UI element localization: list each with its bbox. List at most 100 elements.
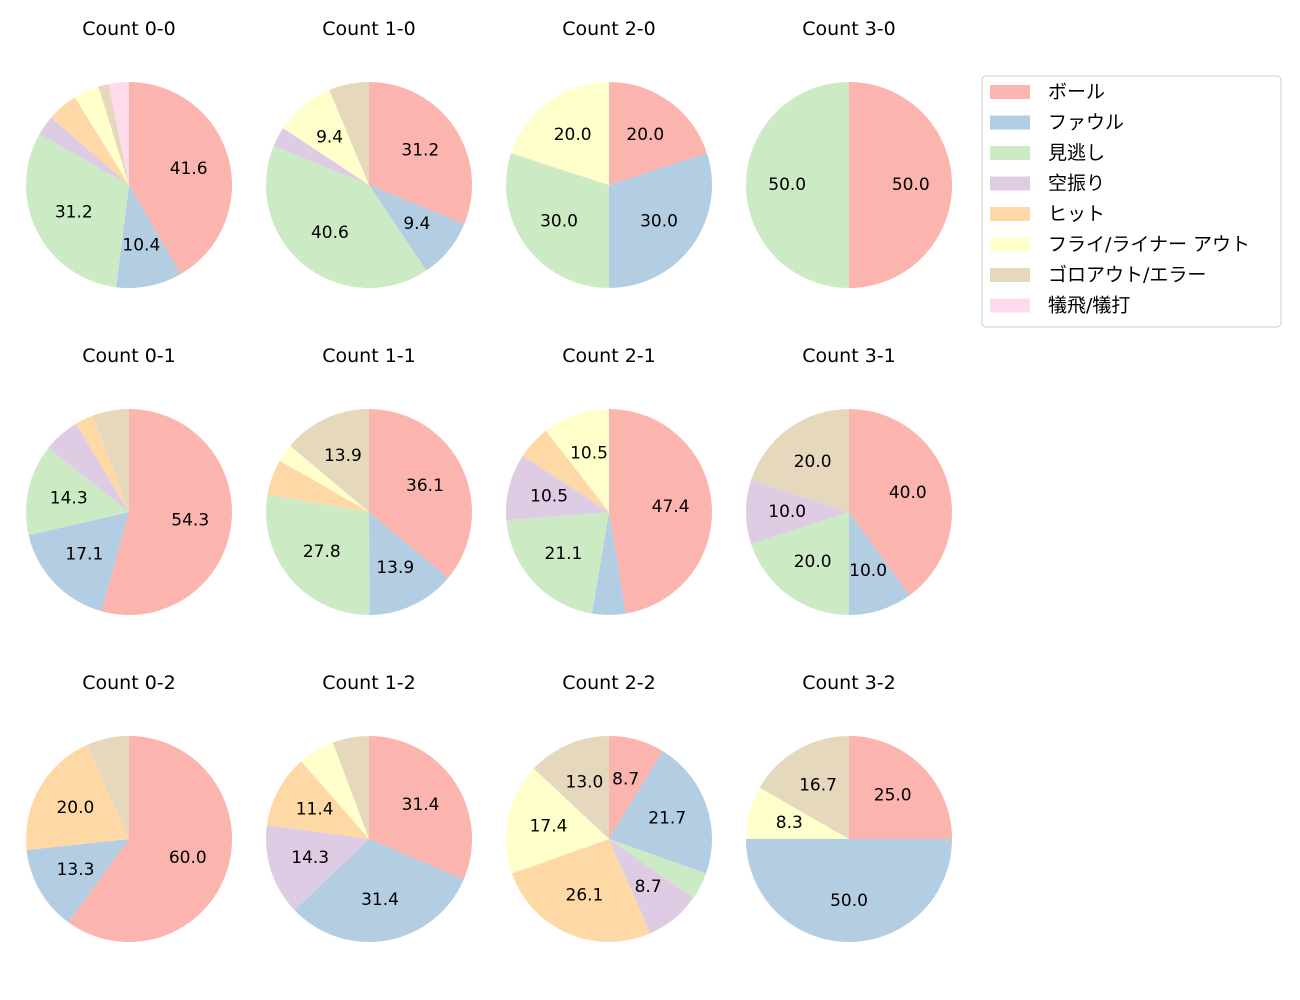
pie-slice [609,82,707,185]
slice-label: 10.5 [530,487,568,507]
pie-slice [74,86,129,185]
pie-title: Count 2-0 [562,18,656,40]
slice-label: 20.0 [554,125,592,145]
legend-label: ボール [1048,81,1105,103]
pie-slice [369,185,465,271]
pie-count-2-0: Count 2-0 20.0 30.0 30.0 20.0 [506,18,712,288]
legend-swatch [990,207,1030,221]
pie-title: Count 3-0 [802,18,896,40]
pie-count-3-2: Count 3-2 25.0 50.0 8.3 16.7 [746,672,952,942]
pie-count-0-0: Count 0-0 41.6 10.4 31.2 [26,18,232,288]
pie-slice [522,430,609,512]
pie-title: Count 3-1 [802,345,896,367]
pie-title: Count 1-0 [322,18,416,40]
slice-label: 20.0 [794,552,832,572]
pie-count-1-1: Count 1-1 36.1 13.9 27.8 13.9 [266,345,472,615]
pie-count-3-1: Count 3-1 40.0 10.0 20.0 10.0 20.0 [746,345,953,615]
pie-slice [746,82,849,288]
pie-slice [51,97,130,185]
legend-label: 犠飛/犠打 [1048,295,1130,317]
pie-slice [369,409,472,578]
slice-label: 27.8 [303,542,341,562]
pie-slice [849,409,953,596]
pie-slice [746,787,849,839]
slice-label: 47.4 [652,497,690,517]
legend-label: ヒット [1048,203,1105,225]
pie-slice [266,761,369,839]
pie-slice [751,512,849,615]
pie-title: Count 1-1 [322,345,416,367]
pie-slice [609,409,713,614]
pie-slice [849,82,952,288]
slice-label: 41.6 [170,159,208,179]
slice-label: 10.5 [570,444,608,464]
legend-swatch [990,237,1030,252]
slice-label: 13.9 [376,558,414,578]
slice-label: 20.0 [56,798,94,818]
slice-label: 30.0 [640,211,678,231]
pie-slice [290,409,369,512]
slice-label: 54.3 [171,510,209,530]
slice-label: 13.0 [566,772,604,792]
legend-swatch [990,268,1030,282]
pie-title: Count 0-0 [82,18,176,40]
pie-slice [25,447,130,536]
legend-swatch [990,115,1030,130]
pie-slice [506,153,609,288]
slice-label: 20.0 [794,452,832,472]
pie-count-2-1: Count 2-1 47.4 21.1 10.5 10.5 [505,345,713,616]
slice-label: 9.4 [403,214,430,234]
slice-label: 40.0 [889,483,927,503]
slice-label: 17.4 [530,816,568,836]
pie-slice [746,480,849,544]
pie-title: Count 1-2 [322,672,416,694]
legend-label: フライ/ライナー アウト [1048,234,1250,256]
pie-slice [48,423,130,512]
slice-label: 31.4 [402,795,440,815]
legend-label: ファウル [1048,112,1124,134]
pie-title: Count 3-2 [802,672,896,694]
pie-slice [39,117,129,185]
pie-count-2-2: Count 2-2 8.7 21.7 8.7 26.1 17.4 13.0 [506,672,712,942]
pie-slice [609,839,707,899]
pie-slice [266,824,369,911]
pie-slice [129,82,232,274]
pie-slice [759,736,849,839]
pie-slice [511,839,651,942]
pie-slice [108,82,129,185]
slice-label: 8.3 [776,813,803,833]
slice-label: 8.7 [635,877,662,897]
slice-label: 31.2 [55,203,93,223]
pie-slice [609,751,712,874]
slice-label: 13.9 [324,446,362,466]
pie-slice [533,736,609,839]
slice-label: 30.0 [540,211,578,231]
slice-label: 36.1 [406,476,444,496]
slice-label: 8.7 [612,769,639,789]
slice-label: 50.0 [768,175,806,195]
pie-slice [591,512,627,616]
slice-label: 14.3 [50,488,88,508]
slice-label: 10.0 [849,561,887,581]
slice-label: 13.3 [57,860,95,880]
pie-title: Count 0-2 [82,672,176,694]
slice-label: 9.4 [316,127,343,147]
slice-label: 60.0 [169,848,207,868]
slice-label: 21.1 [545,544,583,564]
pie-slice [751,409,849,512]
pie-slice [26,134,129,288]
slice-label: 10.4 [122,236,160,256]
legend-swatch [990,85,1030,99]
pie-title: Count 2-2 [562,672,656,694]
pie-slice [609,839,694,934]
pie-count-0-2: Count 0-2 60.0 13.3 20.0 [26,672,233,942]
pie-slice [116,185,181,288]
slice-label: 17.1 [65,545,103,565]
pie-title: Count 2-1 [562,345,656,367]
pie-slice [506,768,609,874]
slice-label: 11.4 [296,800,334,820]
slice-label: 21.7 [648,808,686,828]
pie-slice [506,512,609,614]
